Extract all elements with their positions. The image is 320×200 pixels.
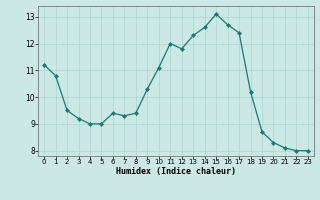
X-axis label: Humidex (Indice chaleur): Humidex (Indice chaleur) (116, 167, 236, 176)
